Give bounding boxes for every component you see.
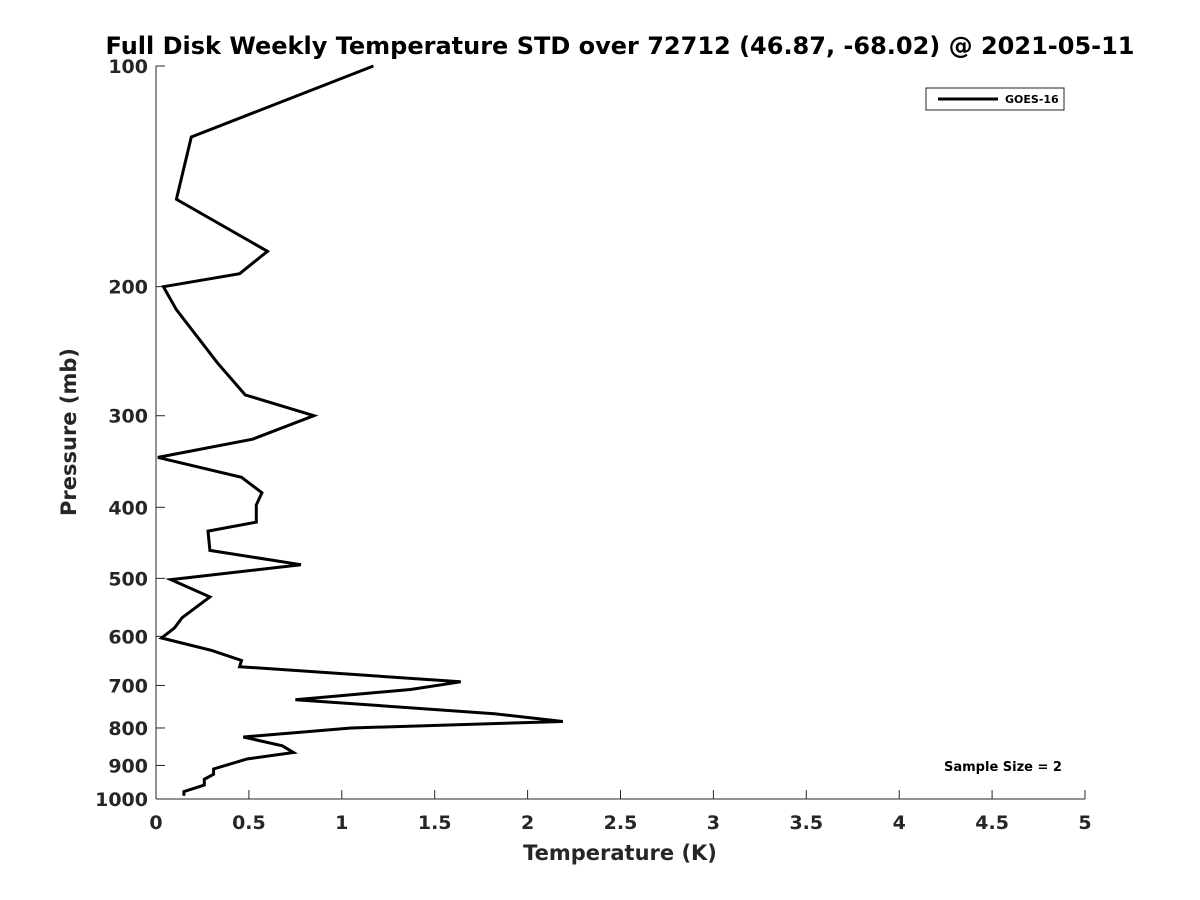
x-tick-label: 0.5 [232, 812, 266, 834]
x-tick-label: 5 [1078, 812, 1091, 834]
y-tick-label: 1000 [95, 789, 148, 811]
plot-area: 0 0.5 1 1.5 2 2.5 3 3.5 4 4.5 5 100 200 300 400 500 600 7… [95, 56, 1092, 834]
sample-size-annotation: Sample Size = 2 [944, 760, 1062, 775]
legend: GOES-16 [925, 87, 1065, 111]
x-tick-label: 3.5 [789, 812, 823, 834]
y-tick-label: 100 [108, 56, 148, 78]
y-tick-label: 500 [108, 568, 148, 590]
annotations: Sample Size = 2 [944, 760, 1062, 775]
y-tick-label: 700 [108, 675, 148, 697]
x-tick-label: 4 [893, 812, 906, 834]
x-tick-label: 1.5 [418, 812, 452, 834]
series-line-goes-16 [157, 64, 564, 796]
y-tick-label: 900 [108, 755, 148, 777]
x-tick-label: 2.5 [604, 812, 638, 834]
y-tick-label: 800 [108, 718, 148, 740]
y-axis-label: Pressure (mb) [57, 348, 81, 516]
x-tick-label: 1 [335, 812, 348, 834]
y-tick-label: 300 [108, 406, 148, 428]
y-tick-label: 600 [108, 626, 148, 648]
y-tick-label: 400 [108, 497, 148, 519]
chart-title: Full Disk Weekly Temperature STD over 72… [106, 32, 1135, 60]
x-axis-label: Temperature (K) [523, 841, 717, 865]
x-tick-label: 3 [707, 812, 720, 834]
x-tick-label: 2 [521, 812, 534, 834]
legend-entry: GOES-16 [1005, 93, 1059, 106]
y-tick-label: 200 [108, 277, 148, 299]
x-tick-label: 0 [149, 812, 162, 834]
x-tick-label: 4.5 [975, 812, 1009, 834]
